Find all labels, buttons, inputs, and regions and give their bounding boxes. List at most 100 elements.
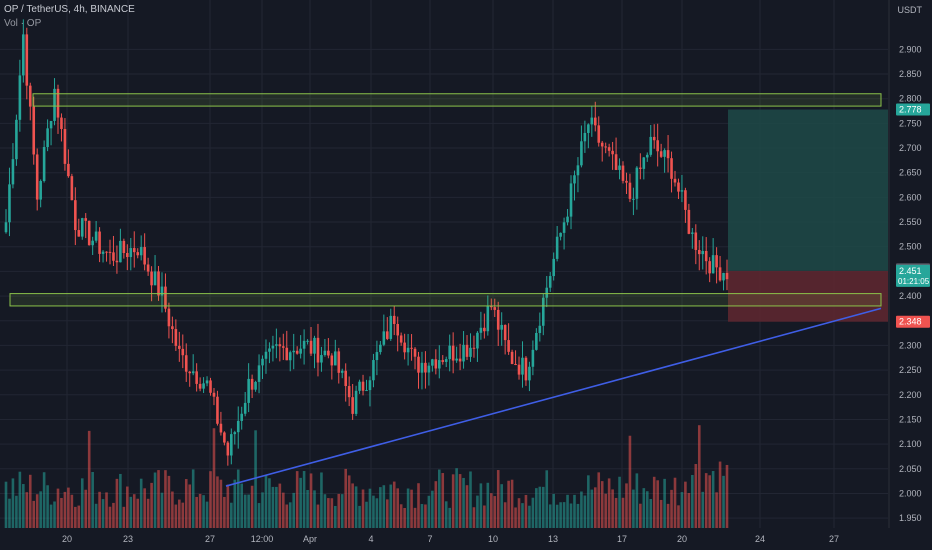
price-label: 2.451 (899, 266, 922, 276)
volume-bar (195, 496, 198, 528)
volume-bar (188, 484, 192, 528)
candle-body (375, 352, 379, 361)
volume-bar (562, 502, 566, 528)
volume-bar (112, 502, 115, 528)
candle-body (236, 420, 240, 433)
volume-bars (4, 425, 729, 528)
candle-body (77, 230, 81, 237)
volume-bar (587, 475, 590, 528)
candle-body (4, 222, 8, 233)
candle-body (91, 240, 94, 246)
candle-body (593, 117, 597, 126)
candle-body (576, 165, 580, 176)
volume-bar (566, 494, 569, 528)
candle-body (379, 344, 382, 353)
x-tick-label: 12:00 (251, 534, 274, 544)
volume-bar (372, 495, 375, 528)
volume-bar (49, 504, 53, 528)
candle-body (101, 251, 105, 254)
volume-bar (666, 503, 670, 528)
volume-bar (673, 477, 677, 528)
candle-body (684, 190, 687, 210)
candle-body (243, 402, 247, 414)
volume-bar (715, 492, 718, 528)
volume-bar (417, 483, 420, 528)
volume-bar (240, 483, 244, 528)
volume-bar (642, 488, 646, 528)
candle-body (580, 141, 583, 166)
volume-bar (576, 503, 580, 528)
volume-bar (191, 469, 195, 528)
candle-body (174, 329, 178, 346)
candle-body (590, 117, 594, 125)
candle-body (368, 380, 372, 391)
candle-body (320, 355, 323, 363)
candle-body (382, 331, 386, 345)
price-label-bg (896, 103, 930, 116)
volume-bar (219, 479, 223, 528)
candle-body (330, 355, 334, 366)
candle-body (233, 432, 237, 435)
volume-bar (157, 470, 160, 528)
volume-bar (42, 472, 46, 528)
candle-body (424, 362, 427, 373)
volume-bar (469, 471, 472, 528)
volume-bar (39, 491, 42, 528)
candle-body (98, 231, 101, 254)
candle-body (365, 390, 368, 392)
candle-body (545, 287, 549, 298)
volume-bar (164, 470, 167, 528)
volume-bar (483, 505, 486, 528)
candle-body (160, 286, 164, 296)
volume-bar (545, 470, 549, 528)
candle-body (607, 147, 611, 151)
candle-body (639, 167, 642, 169)
volume-bar (385, 499, 389, 528)
x-tick-label: 13 (548, 534, 558, 544)
candle-body (11, 159, 15, 185)
volume-bar (361, 489, 365, 528)
candle-body (323, 350, 327, 356)
volume-bar (257, 503, 261, 528)
volume-bar (379, 487, 382, 528)
volume-bar (462, 477, 465, 528)
candle-body (282, 346, 285, 348)
candle-body (129, 248, 133, 258)
volume-bar (11, 478, 15, 528)
volume-bar (420, 504, 424, 528)
volume-bar (22, 484, 25, 528)
candle-body (420, 362, 424, 373)
candle-body (126, 253, 129, 258)
volume-bar (209, 471, 212, 528)
volume-bar (261, 492, 264, 528)
candle-body (469, 347, 472, 357)
candle-body (448, 345, 451, 360)
candle-body (223, 432, 226, 443)
volume-bar (309, 473, 313, 528)
candle-body (292, 350, 296, 353)
candle-body (285, 347, 289, 361)
candle-body (15, 119, 18, 160)
candle-body (184, 355, 188, 372)
y-tick-label: 2.400 (899, 291, 922, 301)
candle-body (316, 337, 320, 363)
volume-bar (437, 469, 441, 528)
volume-legend[interactable]: Vol · OP (4, 18, 42, 29)
candle-body (514, 363, 517, 365)
y-tick-label: 2.000 (899, 488, 922, 498)
volume-bar (479, 483, 483, 528)
volume-bar (316, 504, 320, 528)
volume-bar (46, 485, 49, 528)
candle-body (507, 340, 510, 352)
candle-body (122, 240, 126, 254)
volume-bar (268, 478, 271, 528)
candle-body (340, 370, 344, 373)
volume-bar (431, 490, 434, 528)
volume-bar (406, 488, 410, 528)
candle-body (119, 240, 122, 263)
volume-bar (334, 505, 337, 528)
candle-body (171, 326, 174, 330)
candle-body (677, 182, 680, 192)
symbol-legend[interactable]: OP / TetherUS, 4h, BINANCE (4, 4, 135, 15)
